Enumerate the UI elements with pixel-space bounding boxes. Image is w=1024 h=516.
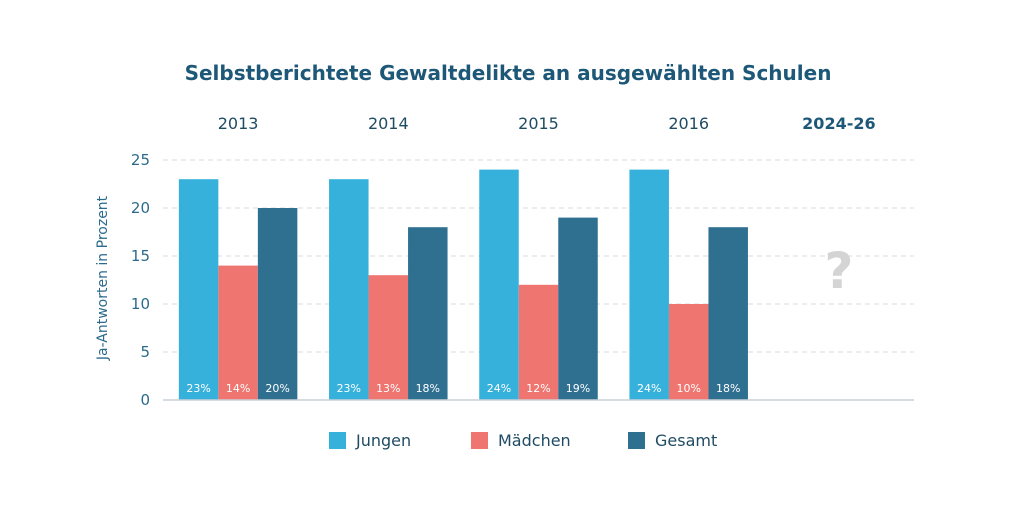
bar-mädchen [368, 275, 409, 400]
bar-value-labels: 23% 14% 20% 23% 13% 18% 24% 12% 19% 24% 10% 18% [186, 382, 740, 395]
y-axis-label: Ja-Antworten in Prozent [95, 195, 111, 361]
bar-value-label: 18% [716, 382, 740, 395]
y-tick-label: 20 [131, 199, 150, 217]
category-label: 2015 [518, 114, 559, 133]
bar-value-label: 24% [637, 382, 661, 395]
bar-mädchen [518, 284, 559, 400]
bar-value-label: 24% [487, 382, 511, 395]
bars [178, 169, 748, 400]
bar-jungen [178, 179, 219, 400]
bar-value-label: 20% [265, 382, 289, 395]
grid-lines [163, 159, 914, 353]
bar-mädchen [668, 304, 709, 400]
legend-swatch-jungen [329, 432, 346, 449]
placeholder: ? [824, 242, 853, 300]
legend-label-mädchen: Mädchen [498, 431, 571, 450]
bar-value-label: 13% [376, 382, 400, 395]
y-tick-label: 10 [131, 295, 150, 313]
category-labels: 2013 2014 2015 2016 2024-26 [218, 114, 876, 133]
chart-title: Selbstberichtete Gewaltdelikte an ausgew… [185, 61, 832, 85]
bar-value-label: 19% [566, 382, 590, 395]
category-label: 2016 [668, 114, 709, 133]
legend-swatch-gesamt [628, 432, 645, 449]
bar-gesamt [408, 227, 448, 400]
bar-gesamt [708, 227, 748, 400]
legend-swatch-mädchen [471, 432, 488, 449]
legend: Jungen Mädchen Gesamt [329, 431, 717, 450]
y-axis-ticks: 0 5 10 15 20 25 [131, 151, 150, 409]
bar-value-label: 23% [186, 382, 210, 395]
bar-gesamt [558, 217, 598, 400]
bar-value-label: 23% [337, 382, 361, 395]
bar-jungen [629, 169, 669, 400]
y-tick-label: 25 [131, 151, 150, 169]
legend-label-jungen: Jungen [355, 431, 411, 450]
bar-value-label: 10% [676, 382, 700, 395]
placeholder-question-mark: ? [824, 242, 853, 300]
y-tick-label: 15 [131, 247, 150, 265]
category-label: 2013 [218, 114, 259, 133]
legend-label-gesamt: Gesamt [655, 431, 717, 450]
bar-gesamt [257, 208, 298, 400]
bar-value-label: 14% [226, 382, 250, 395]
bar-jungen [479, 169, 519, 400]
bar-value-label: 12% [526, 382, 550, 395]
category-label: 2014 [368, 114, 409, 133]
bar-mädchen [218, 265, 258, 400]
y-tick-label: 5 [140, 343, 150, 361]
bar-jungen [329, 179, 369, 400]
bar-value-label: 18% [416, 382, 440, 395]
y-tick-label: 0 [140, 391, 150, 409]
category-label: 2024-26 [802, 114, 875, 133]
